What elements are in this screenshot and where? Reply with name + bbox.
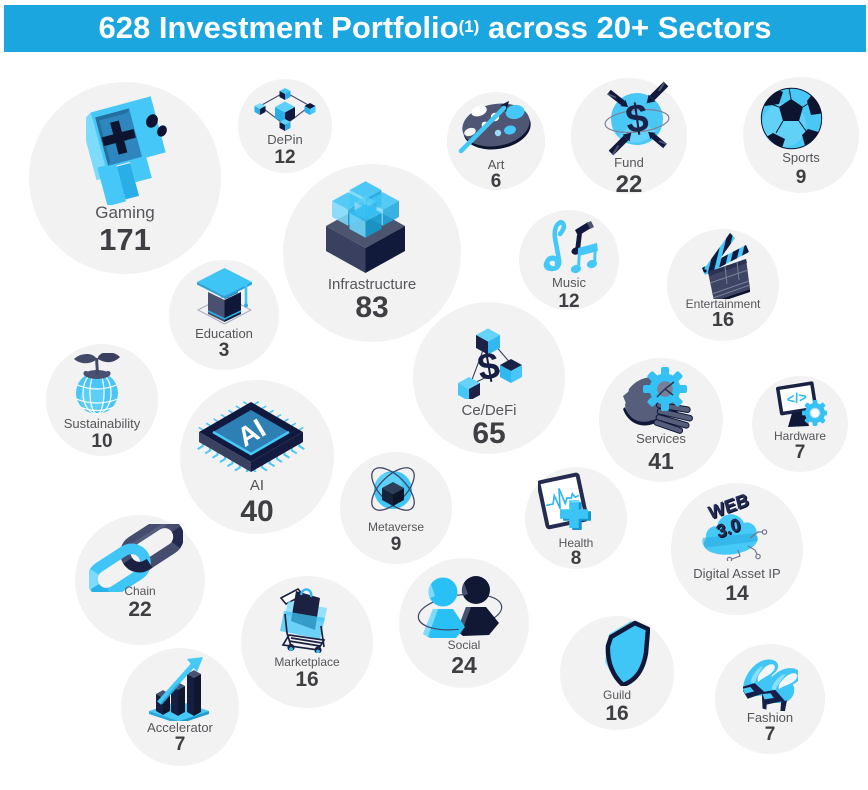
svg-text:</>: </> [785, 388, 808, 407]
